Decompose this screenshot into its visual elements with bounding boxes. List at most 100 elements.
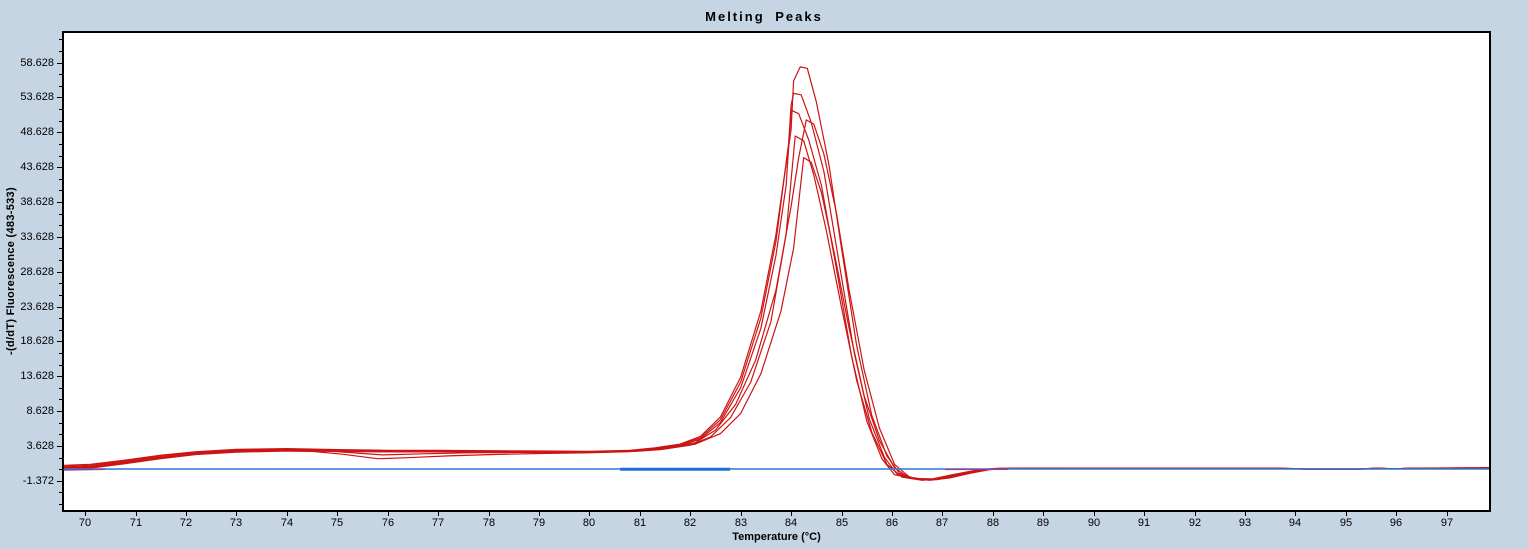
x-tick-label: 74 xyxy=(280,517,294,529)
melt-curve-5[interactable] xyxy=(64,135,1489,481)
melt-curve-4[interactable] xyxy=(64,119,1489,481)
x-tick-label: 89 xyxy=(1036,517,1050,529)
x-tick-label: 82 xyxy=(683,517,697,529)
y-tick-label: 33.628 xyxy=(20,231,54,243)
x-tick-label: 87 xyxy=(935,517,949,529)
x-tick xyxy=(186,512,187,516)
y-tick-major xyxy=(57,341,62,342)
x-tick xyxy=(1396,512,1397,516)
plot-area[interactable] xyxy=(62,31,1491,512)
x-tick xyxy=(85,512,86,516)
melt-curve-3[interactable] xyxy=(64,109,1489,480)
x-tick-label: 77 xyxy=(431,517,445,529)
y-tick-major xyxy=(57,272,62,273)
x-tick-label: 80 xyxy=(582,517,596,529)
x-tick xyxy=(589,512,590,516)
x-tick-label: 92 xyxy=(1188,517,1202,529)
x-tick-label: 91 xyxy=(1137,517,1151,529)
y-tick-minor xyxy=(59,365,62,366)
y-tick-minor xyxy=(59,469,62,470)
y-tick-minor xyxy=(59,39,62,40)
y-tick-minor xyxy=(59,51,62,52)
x-tick xyxy=(438,512,439,516)
y-tick-minor xyxy=(59,109,62,110)
y-tick-minor xyxy=(59,318,62,319)
y-tick-minor xyxy=(59,330,62,331)
y-tick-minor xyxy=(59,144,62,145)
y-tick-minor xyxy=(59,121,62,122)
y-tick-label: 43.628 xyxy=(20,161,54,173)
y-tick-label: 18.628 xyxy=(20,335,54,347)
x-tick xyxy=(337,512,338,516)
y-tick-major xyxy=(57,63,62,64)
y-tick-major xyxy=(57,202,62,203)
x-tick xyxy=(388,512,389,516)
y-tick-major xyxy=(57,237,62,238)
y-tick-label: 28.628 xyxy=(20,266,54,278)
x-tick-label: 73 xyxy=(229,517,243,529)
y-tick-minor xyxy=(59,492,62,493)
x-tick xyxy=(842,512,843,516)
x-tick xyxy=(1346,512,1347,516)
y-tick-minor xyxy=(59,260,62,261)
y-tick-major xyxy=(57,481,62,482)
x-tick xyxy=(640,512,641,516)
x-tick xyxy=(287,512,288,516)
y-tick-label: 3.628 xyxy=(26,440,54,452)
y-tick-label: 38.628 xyxy=(20,196,54,208)
x-tick-label: 75 xyxy=(330,517,344,529)
y-tick-minor xyxy=(59,399,62,400)
x-tick-label: 95 xyxy=(1339,517,1353,529)
y-tick-minor xyxy=(59,156,62,157)
melt-curve-9[interactable] xyxy=(64,468,106,471)
y-tick-label: 13.628 xyxy=(20,370,54,382)
x-tick-label: 70 xyxy=(78,517,92,529)
y-tick-minor xyxy=(59,353,62,354)
y-tick-minor xyxy=(59,74,62,75)
x-tick-label: 78 xyxy=(482,517,496,529)
x-tick-label: 93 xyxy=(1238,517,1252,529)
y-tick-minor xyxy=(59,283,62,284)
x-tick xyxy=(1094,512,1095,516)
x-tick xyxy=(1195,512,1196,516)
y-tick-minor xyxy=(59,214,62,215)
y-tick-label: 53.628 xyxy=(20,91,54,103)
y-tick-label: 8.628 xyxy=(26,405,54,417)
y-tick-major xyxy=(57,446,62,447)
y-tick-major xyxy=(57,132,62,133)
x-tick xyxy=(489,512,490,516)
y-tick-minor xyxy=(59,504,62,505)
x-tick xyxy=(892,512,893,516)
x-tick xyxy=(1245,512,1246,516)
melt-curve-1[interactable] xyxy=(64,66,1489,481)
x-tick-label: 72 xyxy=(179,517,193,529)
chart-title: Melting Peaks xyxy=(705,9,823,24)
melt-curves-canvas[interactable] xyxy=(64,33,1489,510)
y-tick-major xyxy=(57,97,62,98)
x-tick-label: 79 xyxy=(532,517,546,529)
y-tick-major xyxy=(57,411,62,412)
y-tick-minor xyxy=(59,295,62,296)
y-tick-minor xyxy=(59,86,62,87)
y-tick-minor xyxy=(59,248,62,249)
y-tick-minor xyxy=(59,458,62,459)
x-tick-label: 83 xyxy=(734,517,748,529)
x-tick-label: 86 xyxy=(885,517,899,529)
x-tick xyxy=(942,512,943,516)
y-tick-label: 23.628 xyxy=(20,301,54,313)
y-tick-major xyxy=(57,167,62,168)
x-tick-label: 88 xyxy=(986,517,1000,529)
x-tick xyxy=(741,512,742,516)
x-tick xyxy=(1295,512,1296,516)
y-tick-major xyxy=(57,376,62,377)
y-tick-minor xyxy=(59,225,62,226)
x-tick-label: 90 xyxy=(1087,517,1101,529)
melt-curve-6[interactable] xyxy=(64,156,1489,481)
x-tick-label: 84 xyxy=(784,517,798,529)
x-tick-label: 71 xyxy=(129,517,143,529)
x-tick-label: 97 xyxy=(1440,517,1454,529)
x-tick-label: 94 xyxy=(1288,517,1302,529)
x-tick-label: 85 xyxy=(835,517,849,529)
y-tick-major xyxy=(57,307,62,308)
